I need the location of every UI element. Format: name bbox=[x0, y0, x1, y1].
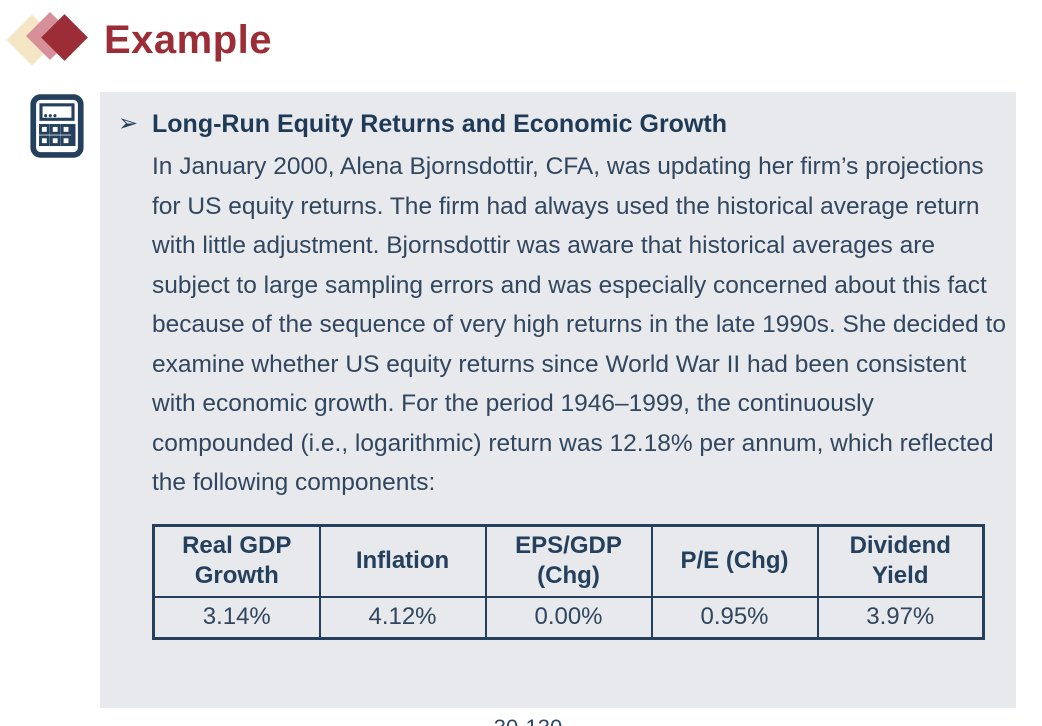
table-cell-eps-gdp-chg: 0.00% bbox=[484, 596, 653, 639]
title-band: Example bbox=[0, 0, 1042, 90]
table-header-inflation: Inflation bbox=[318, 524, 487, 598]
table-row: 3.14% 4.12% 0.00% 0.95% 3.97% bbox=[152, 596, 985, 639]
table-header-eps-gdp-chg: EPS/GDP (Chg) bbox=[484, 524, 653, 598]
table-cell-dividend-yield: 3.97% bbox=[816, 596, 985, 639]
page-title: Example bbox=[104, 18, 273, 62]
table-header-row: Real GDP Growth Inflation EPS/GDP (Chg) … bbox=[152, 524, 985, 598]
table-cell-pe-chg: 0.95% bbox=[650, 596, 819, 639]
calculator-icon bbox=[30, 94, 84, 158]
slide-page-number: 30-130 bbox=[0, 715, 1042, 726]
table-header-dividend-yield: Dividend Yield bbox=[816, 524, 985, 598]
table-header-real-gdp-growth: Real GDP Growth bbox=[152, 524, 321, 598]
arrowhead-bullet-icon: ➢ bbox=[118, 110, 139, 137]
section-heading: Long-Run Equity Returns and Economic Gro… bbox=[152, 110, 727, 138]
example-content-panel: ➢ Long-Run Equity Returns and Economic G… bbox=[100, 92, 1016, 708]
table-cell-real-gdp-growth: 3.14% bbox=[152, 596, 321, 639]
section-heading-row: ➢ Long-Run Equity Returns and Economic G… bbox=[100, 92, 1016, 140]
table-header-pe-chg: P/E (Chg) bbox=[650, 524, 819, 598]
example-body-text: In January 2000, Alena Bjornsdottir, CFA… bbox=[152, 153, 1006, 496]
return-components-table: Real GDP Growth Inflation EPS/GDP (Chg) … bbox=[152, 523, 985, 640]
table-cell-inflation: 4.12% bbox=[318, 596, 487, 639]
